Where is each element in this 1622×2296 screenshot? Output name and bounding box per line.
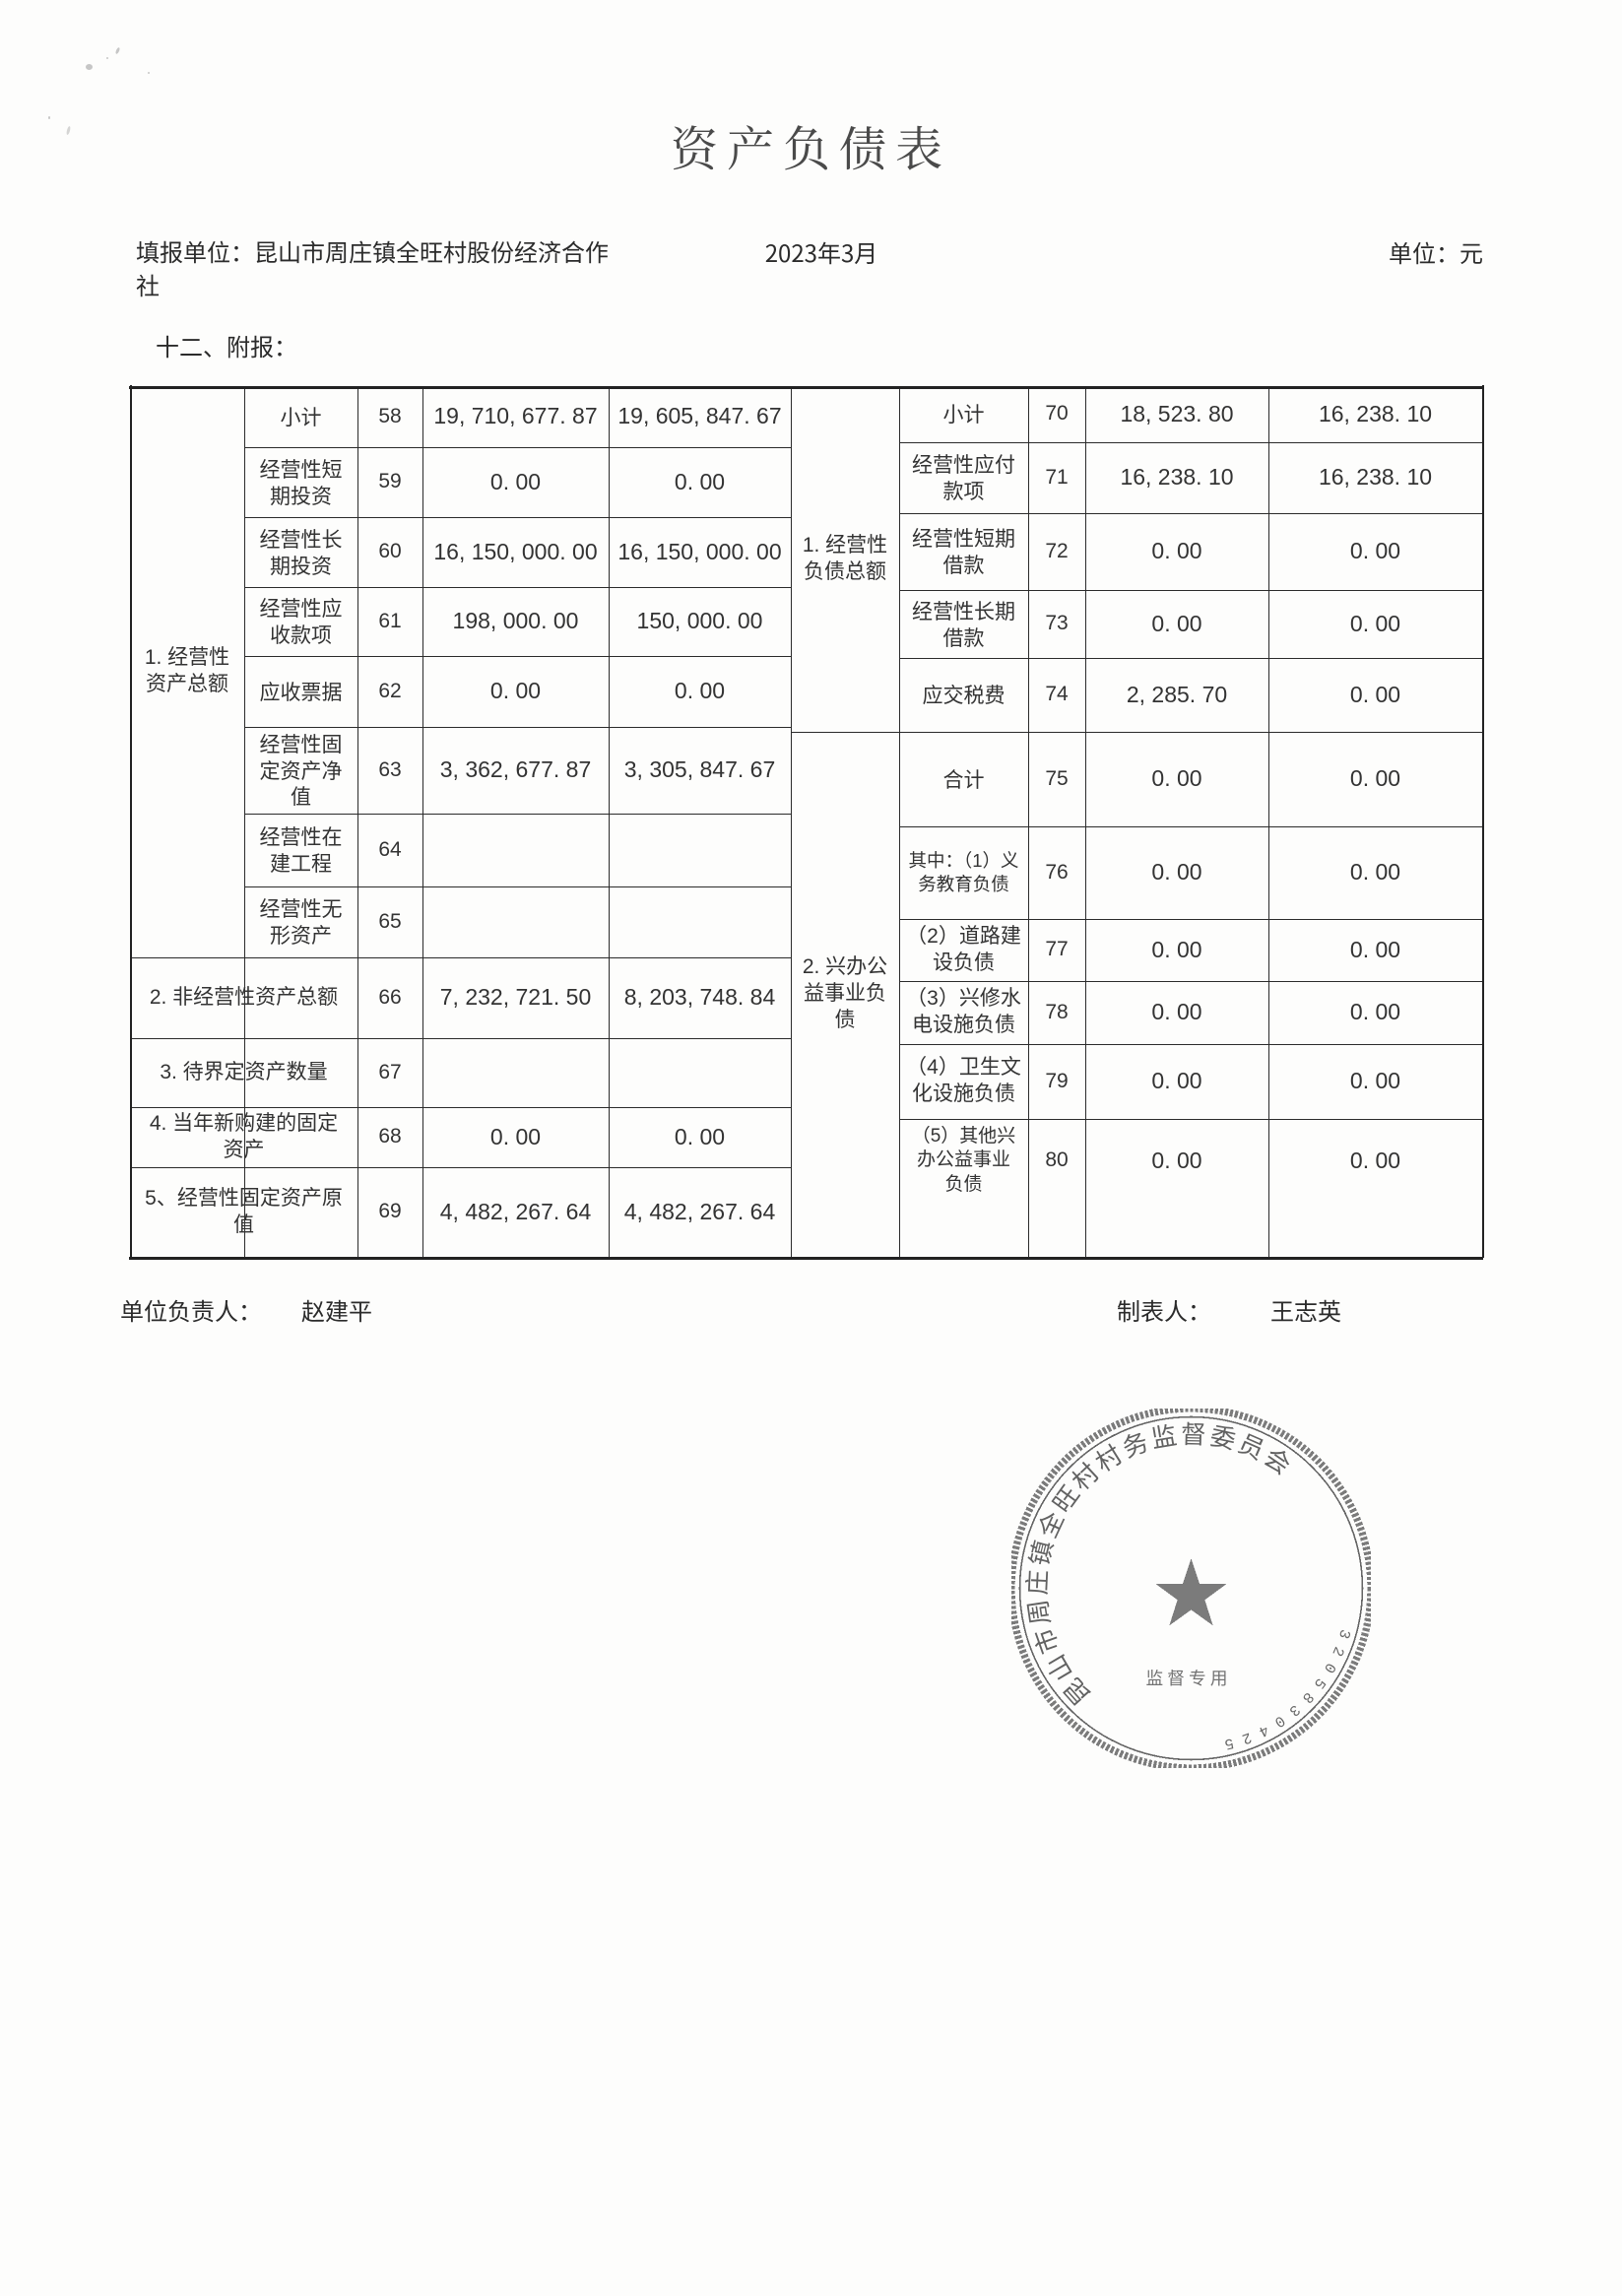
svg-text:监督专用: 监督专用 xyxy=(1146,1666,1232,1690)
